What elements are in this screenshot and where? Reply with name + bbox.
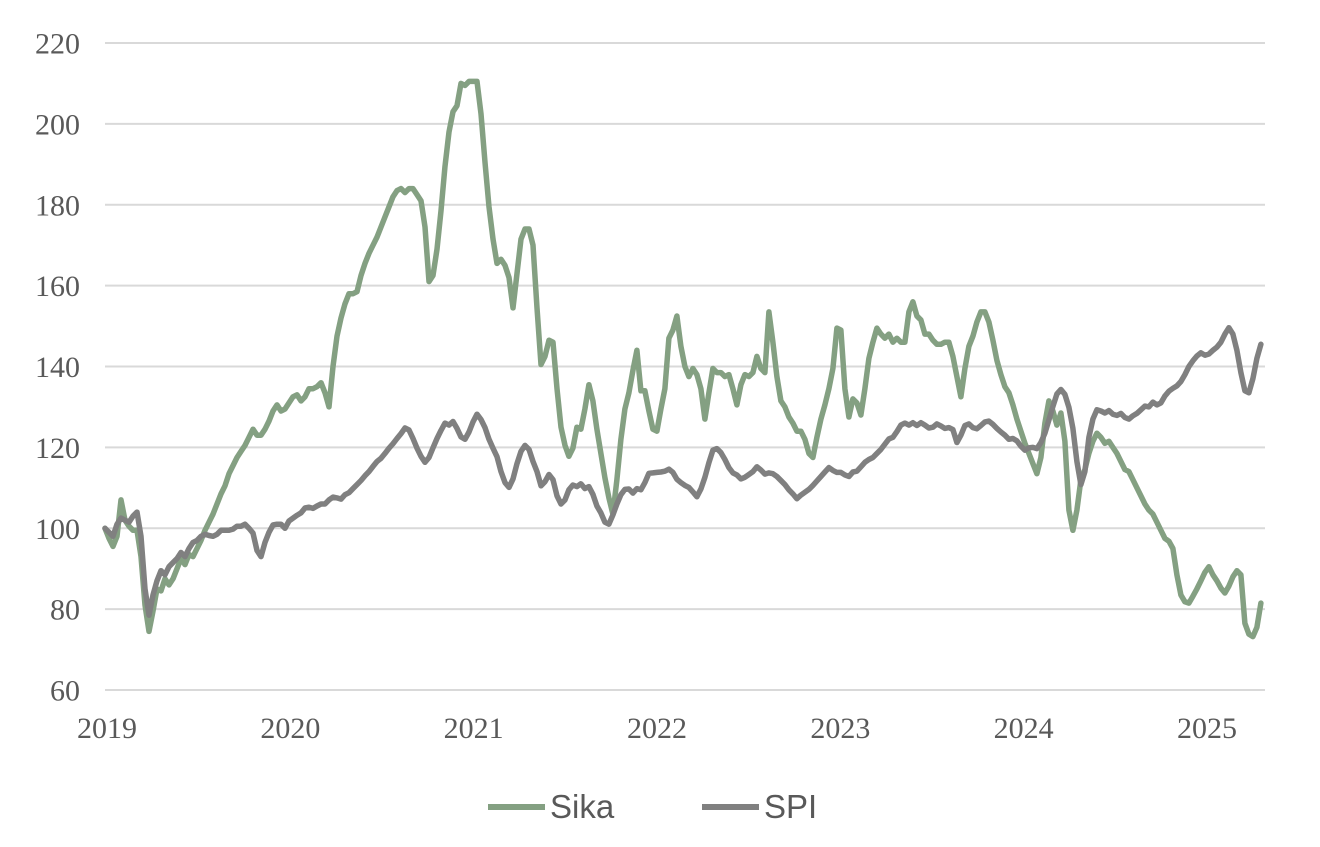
x-tick-label: 2024	[994, 712, 1054, 745]
legend-spi-label: SPI	[764, 788, 817, 825]
legend: Sika SPI	[488, 788, 817, 825]
x-tick-label: 2021	[444, 712, 504, 745]
x-tick-label: 2023	[810, 712, 870, 745]
x-axis-tick-labels: 2019 2020 2021 2022 2023 2024 2025	[77, 712, 1237, 745]
y-tick-label: 60	[50, 675, 80, 708]
y-tick-label: 100	[35, 513, 80, 546]
x-tick-label: 2020	[260, 712, 320, 745]
series-lines	[102, 78, 1264, 640]
y-tick-label: 120	[35, 432, 80, 465]
legend-sika-label: Sika	[550, 788, 615, 825]
sika-series-line	[102, 78, 1264, 640]
spi-series-line	[102, 324, 1264, 618]
x-tick-label: 2025	[1177, 712, 1237, 745]
x-tick-label: 2019	[77, 712, 137, 745]
y-tick-label: 180	[35, 189, 80, 222]
y-tick-label: 220	[35, 28, 80, 61]
y-axis-tick-labels: 60 80 100 120 140 160 180 200 220	[35, 28, 80, 708]
y-tick-label: 140	[35, 351, 80, 384]
y-tick-label: 80	[50, 594, 80, 627]
x-tick-label: 2022	[627, 712, 687, 745]
y-tick-label: 200	[35, 108, 80, 141]
y-tick-label: 160	[35, 270, 80, 303]
